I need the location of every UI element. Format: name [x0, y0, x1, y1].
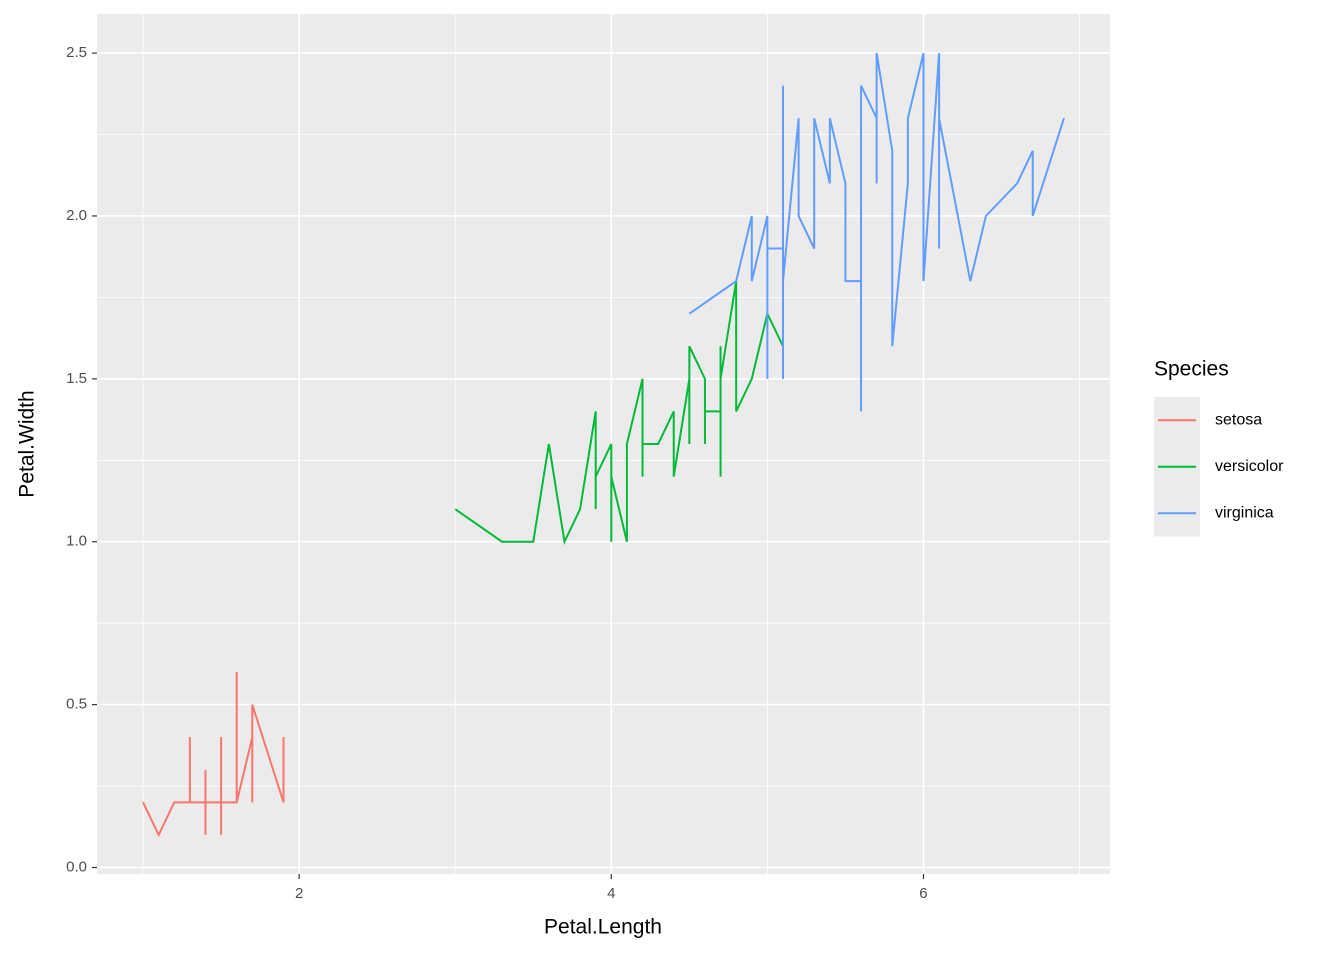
legend-label: versicolor [1215, 458, 1284, 475]
panel [97, 14, 1110, 874]
lines [142, 52, 1065, 838]
series-line [688, 52, 1065, 412]
axes: 2 4 6 0.0 0.5 1.0 1.5 2.0 2.5 [66, 44, 928, 902]
x-tick-label: 6 [919, 885, 927, 902]
y-tick-label: 2.5 [66, 44, 87, 61]
y-tick-label: 2.0 [66, 207, 87, 224]
y-axis-title: Petal.Width [16, 390, 39, 497]
series-line [142, 672, 285, 838]
x-tick-label: 4 [607, 885, 615, 902]
legend-title: Species [1154, 358, 1229, 381]
y-tick-label: 0.0 [66, 858, 87, 875]
y-tick-label: 1.5 [66, 370, 87, 387]
legend: Species setosa versicolor virginica [1154, 358, 1284, 537]
y-tick-label: 0.5 [66, 696, 87, 713]
legend-label: setosa [1215, 411, 1262, 428]
series-line [454, 280, 784, 546]
y-tick-label: 1.0 [66, 533, 87, 550]
legend-label: virginica [1215, 504, 1274, 521]
x-tick-label: 2 [295, 885, 303, 902]
x-axis-title: Petal.Length [544, 916, 662, 939]
